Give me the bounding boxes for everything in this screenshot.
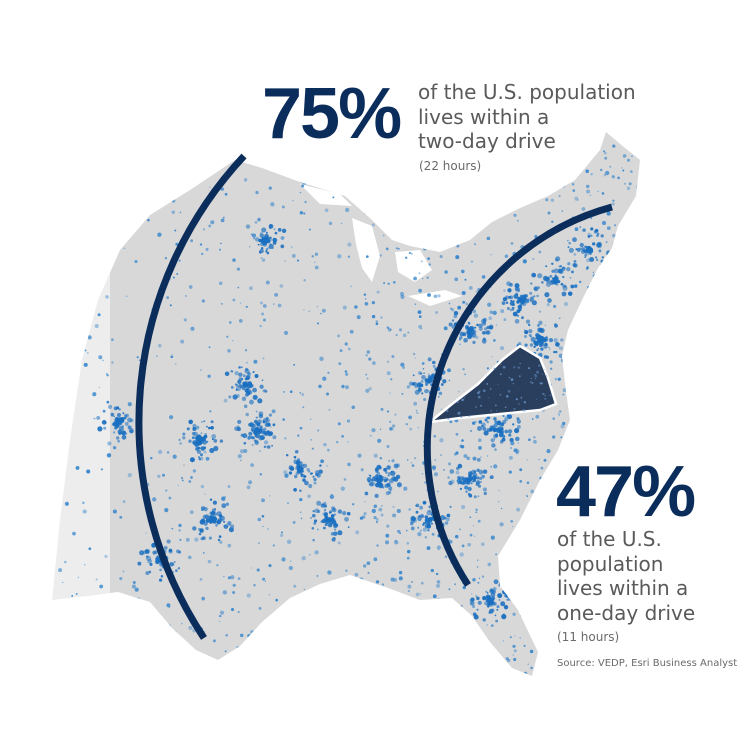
- two-day-description: of the U.S. population lives within a tw…: [418, 80, 636, 154]
- lake-huron: [395, 250, 432, 282]
- two-day-description-line: lives within a: [418, 104, 550, 129]
- one-day-hours-note: (11 hours): [557, 630, 620, 644]
- two-day-description-line: of the U.S. population: [418, 80, 636, 104]
- two-day-percentage: 75%: [262, 74, 402, 154]
- one-day-percentage: 47%: [556, 452, 696, 532]
- virginia-highlight: [425, 344, 558, 424]
- one-day-description: of the U.S. population lives within a on…: [557, 527, 695, 625]
- one-day-description-line: lives within a: [557, 576, 689, 601]
- lake-michigan: [352, 218, 380, 282]
- one-day-description-line: population: [557, 551, 664, 576]
- one-day-description-line: of the U.S.: [557, 527, 662, 551]
- two-day-description-line: two-day drive: [418, 129, 556, 154]
- two-day-hours-note: (22 hours): [419, 159, 482, 173]
- lake-superior: [300, 184, 352, 206]
- source-credit: Source: VEDP, Esri Business Analyst: [557, 658, 738, 669]
- one-day-drive-arc: [423, 203, 613, 587]
- two-day-drive-arc: [135, 153, 247, 640]
- land-mass: [40, 132, 640, 680]
- one-day-description-line: one-day drive: [557, 600, 696, 625]
